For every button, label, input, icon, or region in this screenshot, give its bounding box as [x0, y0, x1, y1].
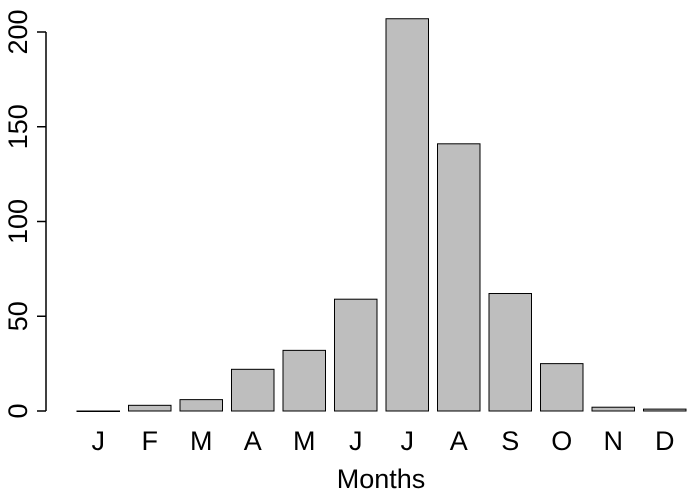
x-tick-label: O	[551, 426, 572, 456]
bar	[437, 143, 481, 412]
x-tick-label: J	[349, 426, 363, 456]
bar	[488, 293, 532, 412]
x-tick-label: J	[401, 426, 415, 456]
x-tick-label: N	[604, 426, 624, 456]
bar	[282, 349, 326, 412]
x-tick-label: A	[244, 426, 262, 456]
y-axis: 0 50 100 150 200	[3, 9, 47, 419]
y-tick-label: 200	[3, 9, 33, 54]
x-tick-label: M	[190, 426, 213, 456]
bar	[540, 363, 584, 412]
y-tick-label: 150	[3, 104, 33, 149]
x-axis-label: Months	[337, 464, 426, 494]
x-tick-label: F	[142, 426, 159, 456]
x-tick-label: A	[450, 426, 468, 456]
x-tick-label: D	[655, 426, 675, 456]
x-tick-label: M	[293, 426, 316, 456]
y-tick-label: 50	[3, 301, 33, 331]
bar	[591, 406, 635, 412]
y-tick-label: 100	[3, 199, 33, 244]
bar	[385, 18, 429, 412]
bar	[76, 410, 120, 412]
bar	[179, 399, 223, 412]
bar	[334, 298, 378, 412]
x-tick-label: S	[501, 426, 519, 456]
y-tick-label: 0	[3, 403, 33, 418]
bar	[643, 408, 687, 412]
bar	[231, 368, 275, 412]
x-tick-label: J	[92, 426, 106, 456]
bar	[128, 404, 172, 412]
bars	[76, 18, 687, 412]
